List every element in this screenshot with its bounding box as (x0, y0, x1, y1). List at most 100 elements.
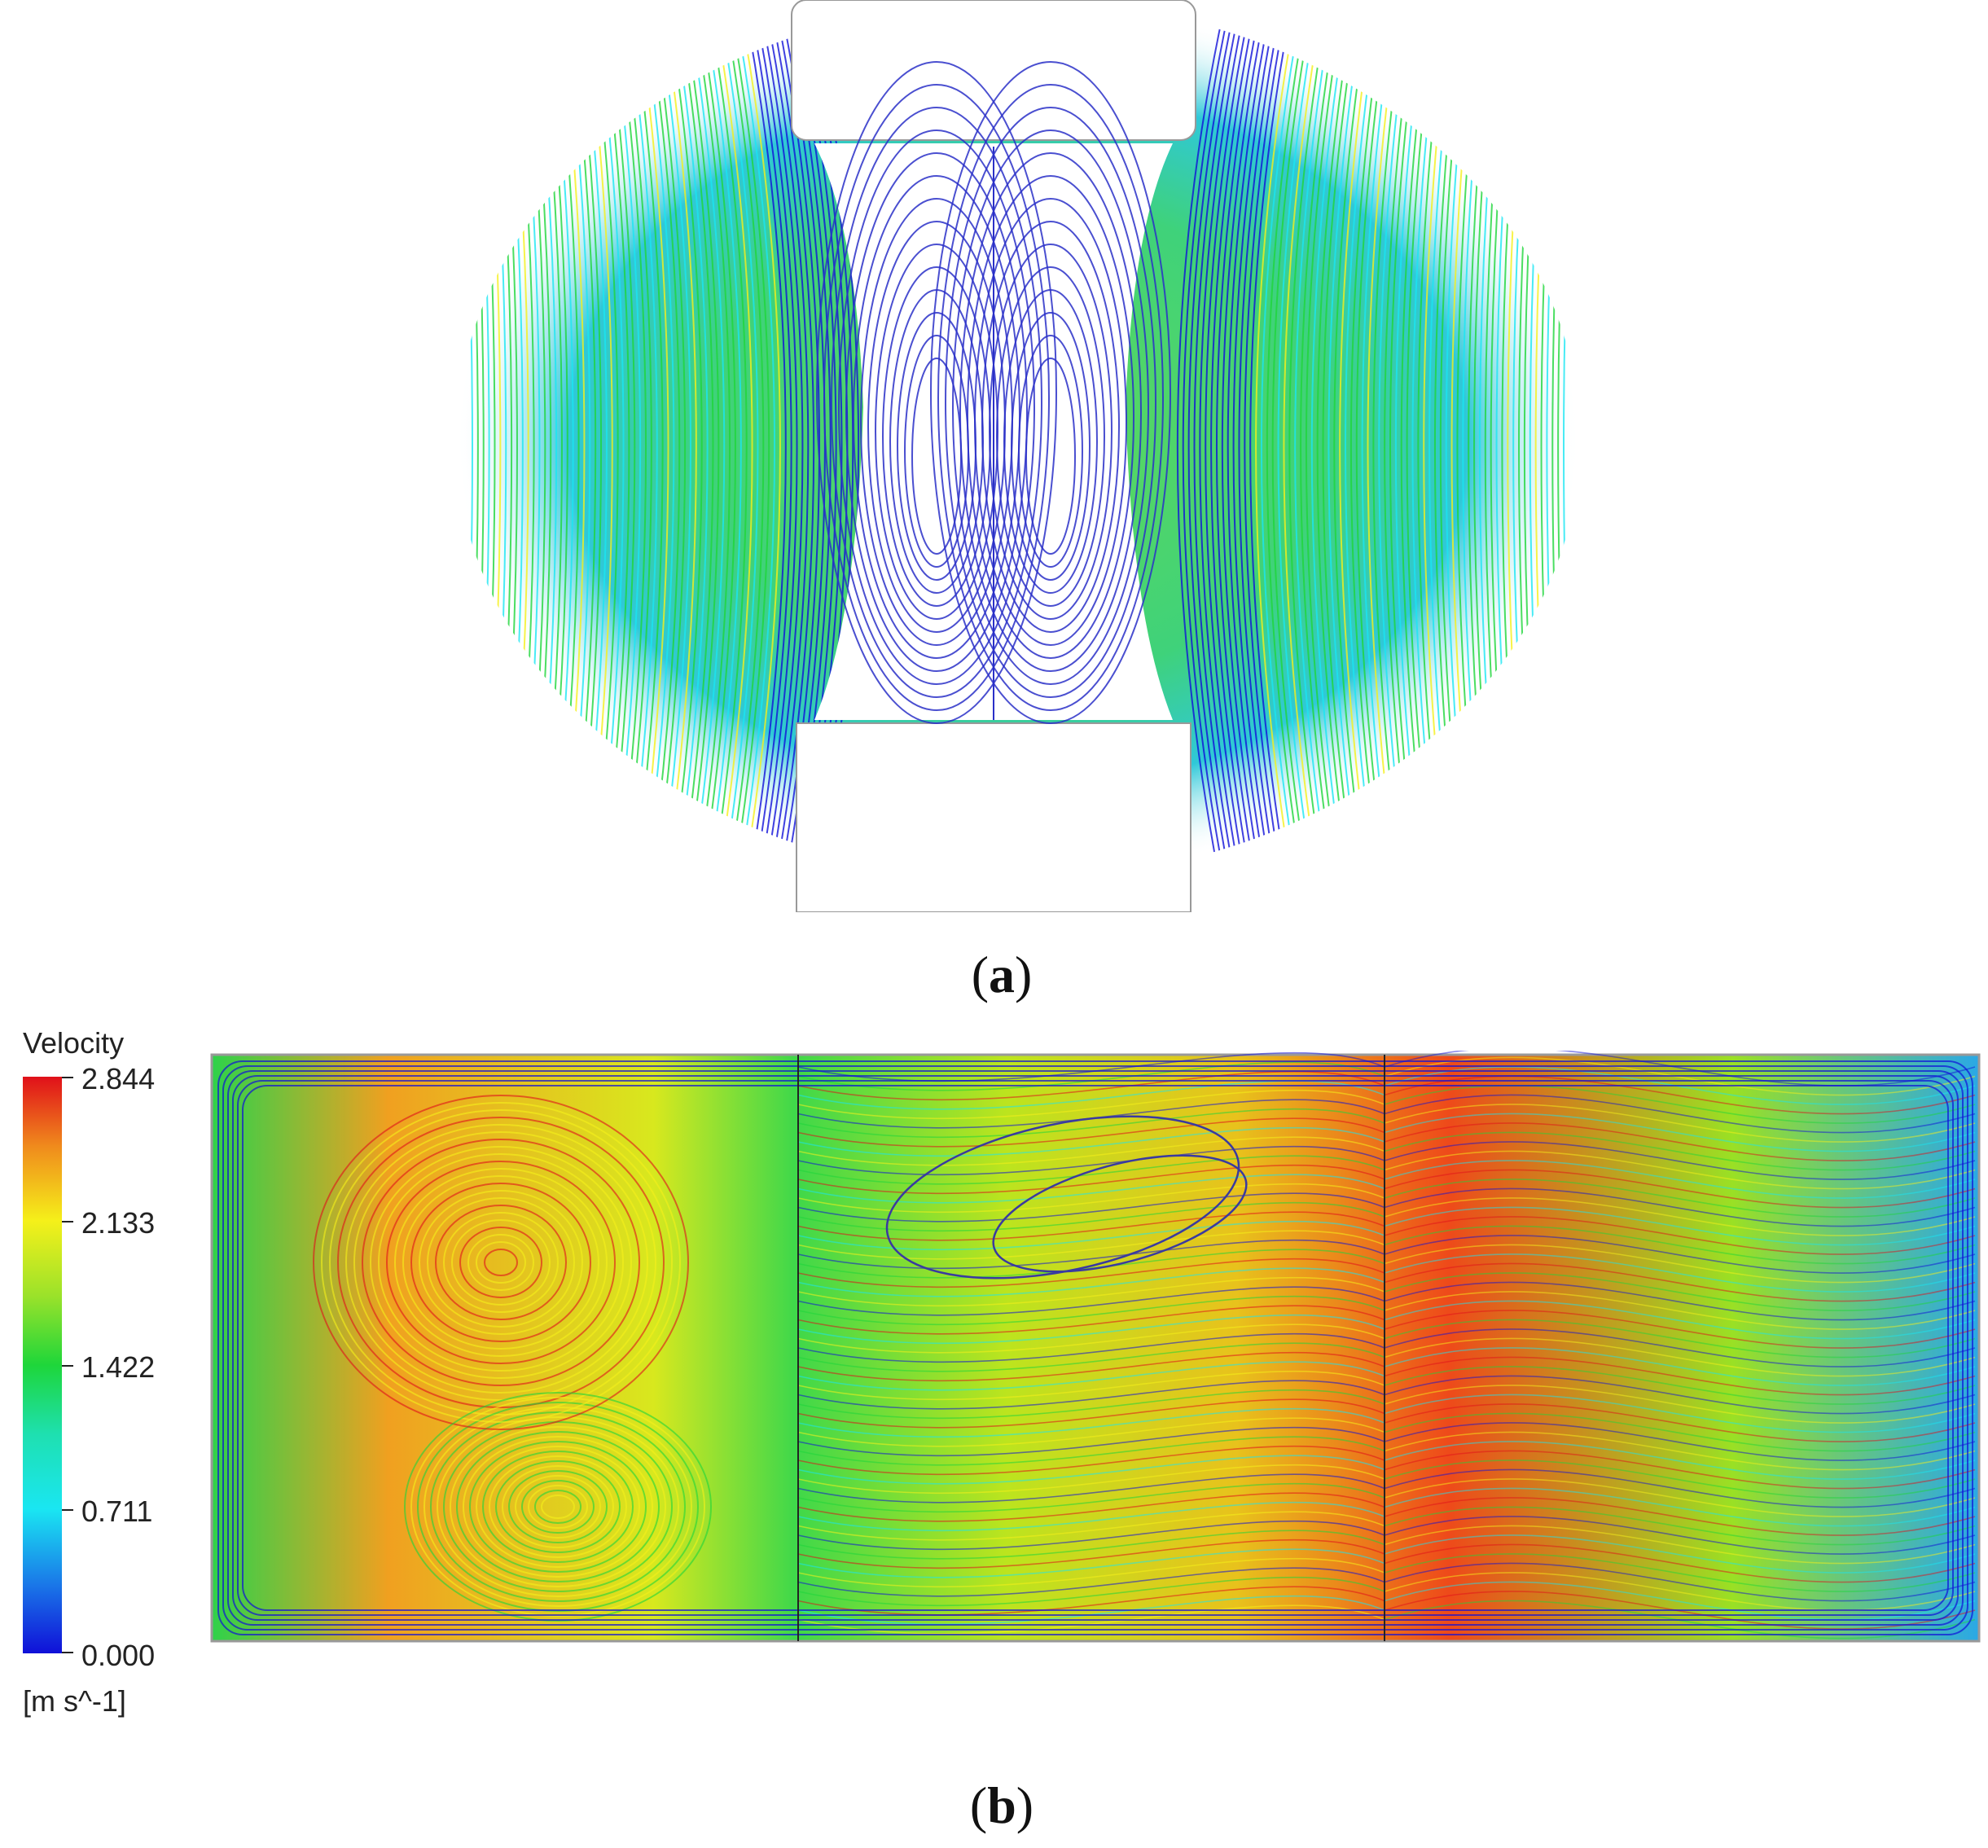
streamline (1384, 1441, 1976, 1480)
streamline (797, 1286, 1385, 1316)
streamline (797, 1164, 1385, 1195)
vortex-loop (541, 1495, 575, 1519)
streamline (1384, 1160, 1976, 1199)
streamline (1384, 1337, 1976, 1377)
streamline (737, 0, 781, 880)
vortex-loop (981, 221, 1120, 633)
vortex-loop (430, 1411, 686, 1602)
vortex-loop (345, 1124, 656, 1401)
boundary-streamline (242, 1085, 1949, 1611)
streamline (1384, 1075, 1976, 1115)
streamline-panel-b (210, 1051, 1981, 1643)
streamline (797, 1445, 1385, 1476)
streamline (650, 0, 687, 880)
legend-tick-label: 0.711 (81, 1495, 153, 1528)
streamline (797, 1192, 1385, 1222)
streamline (1384, 1141, 1976, 1180)
streamline (797, 1464, 1385, 1495)
streamline (712, 0, 753, 880)
streamline (675, 0, 714, 880)
streamline (797, 1473, 1385, 1503)
streamline (1244, 0, 1288, 880)
vortex-loop (402, 1175, 599, 1350)
streamline (655, 0, 691, 880)
streamline (797, 1586, 1385, 1616)
streamline (1384, 1478, 1976, 1517)
streamline (797, 1511, 1385, 1541)
streamline (797, 1351, 1385, 1382)
vortex-loop (423, 1407, 692, 1607)
upper-block (791, 0, 1196, 141)
streamline (797, 1342, 1385, 1372)
streamline (1384, 1431, 1976, 1471)
streamline (1384, 1328, 1976, 1367)
streamline (1384, 1206, 1976, 1246)
vortex-loop (816, 61, 1057, 724)
vortex-loop (521, 1480, 595, 1534)
vortex-loop (823, 84, 1050, 711)
streamline (1283, 0, 1324, 880)
streamline (1384, 1262, 1976, 1302)
streamline (757, 0, 804, 880)
streamline (1384, 1253, 1976, 1293)
vortex-loop (450, 1426, 666, 1587)
vortex-loop (508, 1470, 608, 1543)
vortex-loop (456, 1431, 660, 1582)
vortex-loop (370, 1146, 632, 1379)
streamline (1210, 0, 1258, 880)
vortex-loop (845, 152, 1028, 672)
legend-tickmark (62, 1652, 73, 1653)
streamline (686, 0, 726, 880)
streamline (797, 1548, 1385, 1578)
streamline (1260, 0, 1304, 880)
streamline (797, 1305, 1385, 1335)
streamline (1384, 1131, 1976, 1171)
streamline (797, 1530, 1385, 1560)
streamline (797, 1099, 1385, 1129)
streamline (1384, 1225, 1976, 1265)
vortex-loop (353, 1131, 648, 1394)
streamline (797, 1126, 1385, 1157)
streamline (797, 1201, 1385, 1232)
streamline (797, 1136, 1385, 1166)
streamline (1205, 0, 1253, 880)
streamline (1384, 1235, 1976, 1274)
streamline (1221, 0, 1268, 880)
streamline (797, 1539, 1385, 1569)
streamline (1182, 0, 1232, 880)
legend-unit: [m s^-1] (23, 1684, 126, 1718)
streamline (797, 1155, 1385, 1185)
streamline (665, 0, 703, 880)
streamline (797, 1332, 1385, 1363)
vortex-loop (502, 1465, 614, 1548)
streamline (1249, 0, 1294, 880)
streamline (1316, 0, 1355, 880)
streamline (797, 1314, 1385, 1345)
streamline (1277, 0, 1319, 880)
vortex-loop (515, 1475, 601, 1539)
streamline (639, 0, 675, 880)
streamline (1384, 1291, 1976, 1330)
streamline (1384, 1216, 1976, 1255)
streamline (1384, 1356, 1976, 1396)
vortex-loop (313, 1095, 689, 1430)
streamline (1384, 1300, 1976, 1340)
vortex-loop (853, 175, 1020, 659)
streamline (797, 1183, 1385, 1214)
vortex-loop (394, 1168, 608, 1357)
lower-block (796, 722, 1191, 912)
streamline (1305, 0, 1345, 880)
streamline (681, 0, 720, 880)
streamline (1384, 1487, 1976, 1527)
vortex-loop (337, 1117, 665, 1408)
vortex-loop (528, 1485, 588, 1529)
streamline (797, 1380, 1385, 1410)
legend-tickmark (62, 1509, 73, 1511)
streamline (797, 1323, 1385, 1354)
streamline (797, 1230, 1385, 1260)
streamline (797, 1417, 1385, 1447)
streamline (1345, 0, 1381, 880)
vortex-loop (495, 1460, 621, 1553)
boundary-streamline (232, 1075, 1959, 1621)
streamline (1384, 1534, 1976, 1574)
